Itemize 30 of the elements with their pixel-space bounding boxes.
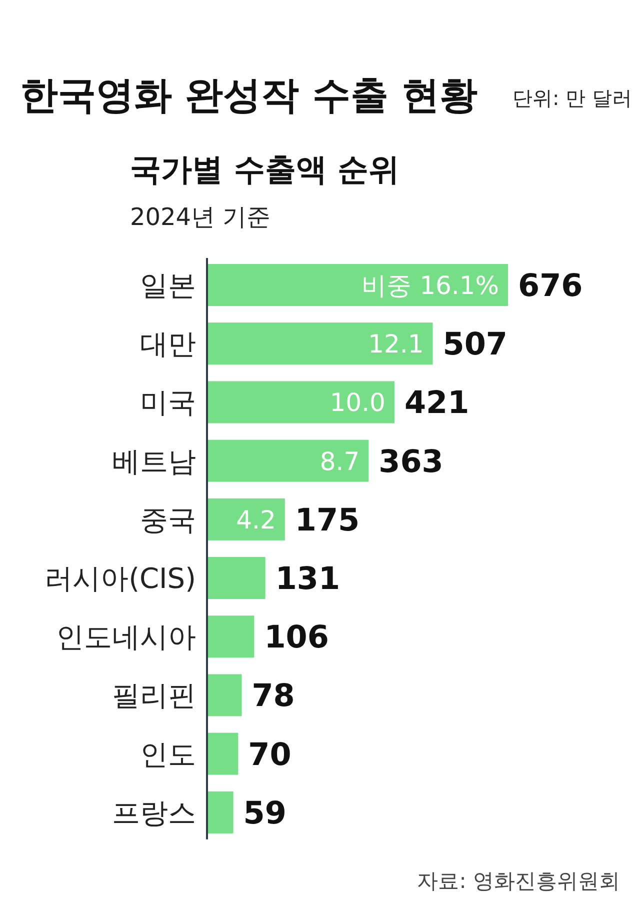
data-label: 70 [248,736,292,773]
data-label: 175 [294,502,360,538]
annotation: 2024년 기준 [130,203,271,231]
category: 필리핀 [112,679,196,712]
category: 대만 [140,328,196,361]
title: 한국영화 완성작 수출 현황 [20,73,478,117]
data-label: 59 [243,795,286,832]
data-label: 421 [404,385,470,422]
category: 중국 [140,503,196,536]
annotation: 4.2 [236,505,276,534]
category: 프랑스 [112,796,196,830]
category: 러시아(CIS) [44,562,196,595]
annotation: 자료: 영화진흥위원회 [417,869,620,893]
data-label: 106 [264,620,329,656]
data-label: 676 [518,268,583,304]
data-label: 363 [378,444,444,480]
category: 베트남 [112,444,196,478]
category: 미국 [140,386,196,420]
annotation: 10.0 [330,388,386,418]
data-label: 507 [442,326,508,363]
annotation: 12.1 [368,330,424,359]
data-label: 131 [275,561,340,597]
annotation: 비중 16.1% [362,271,499,300]
category: 일본 [140,269,196,302]
annotation: 8.7 [320,446,360,476]
annotation: 단위: 만 달러 [512,86,632,110]
category: 인도네시아 [56,620,196,654]
category: 인도 [140,738,196,771]
data-label: 78 [252,678,295,714]
subtitle: 국가별 수출액 순위 [130,152,400,188]
